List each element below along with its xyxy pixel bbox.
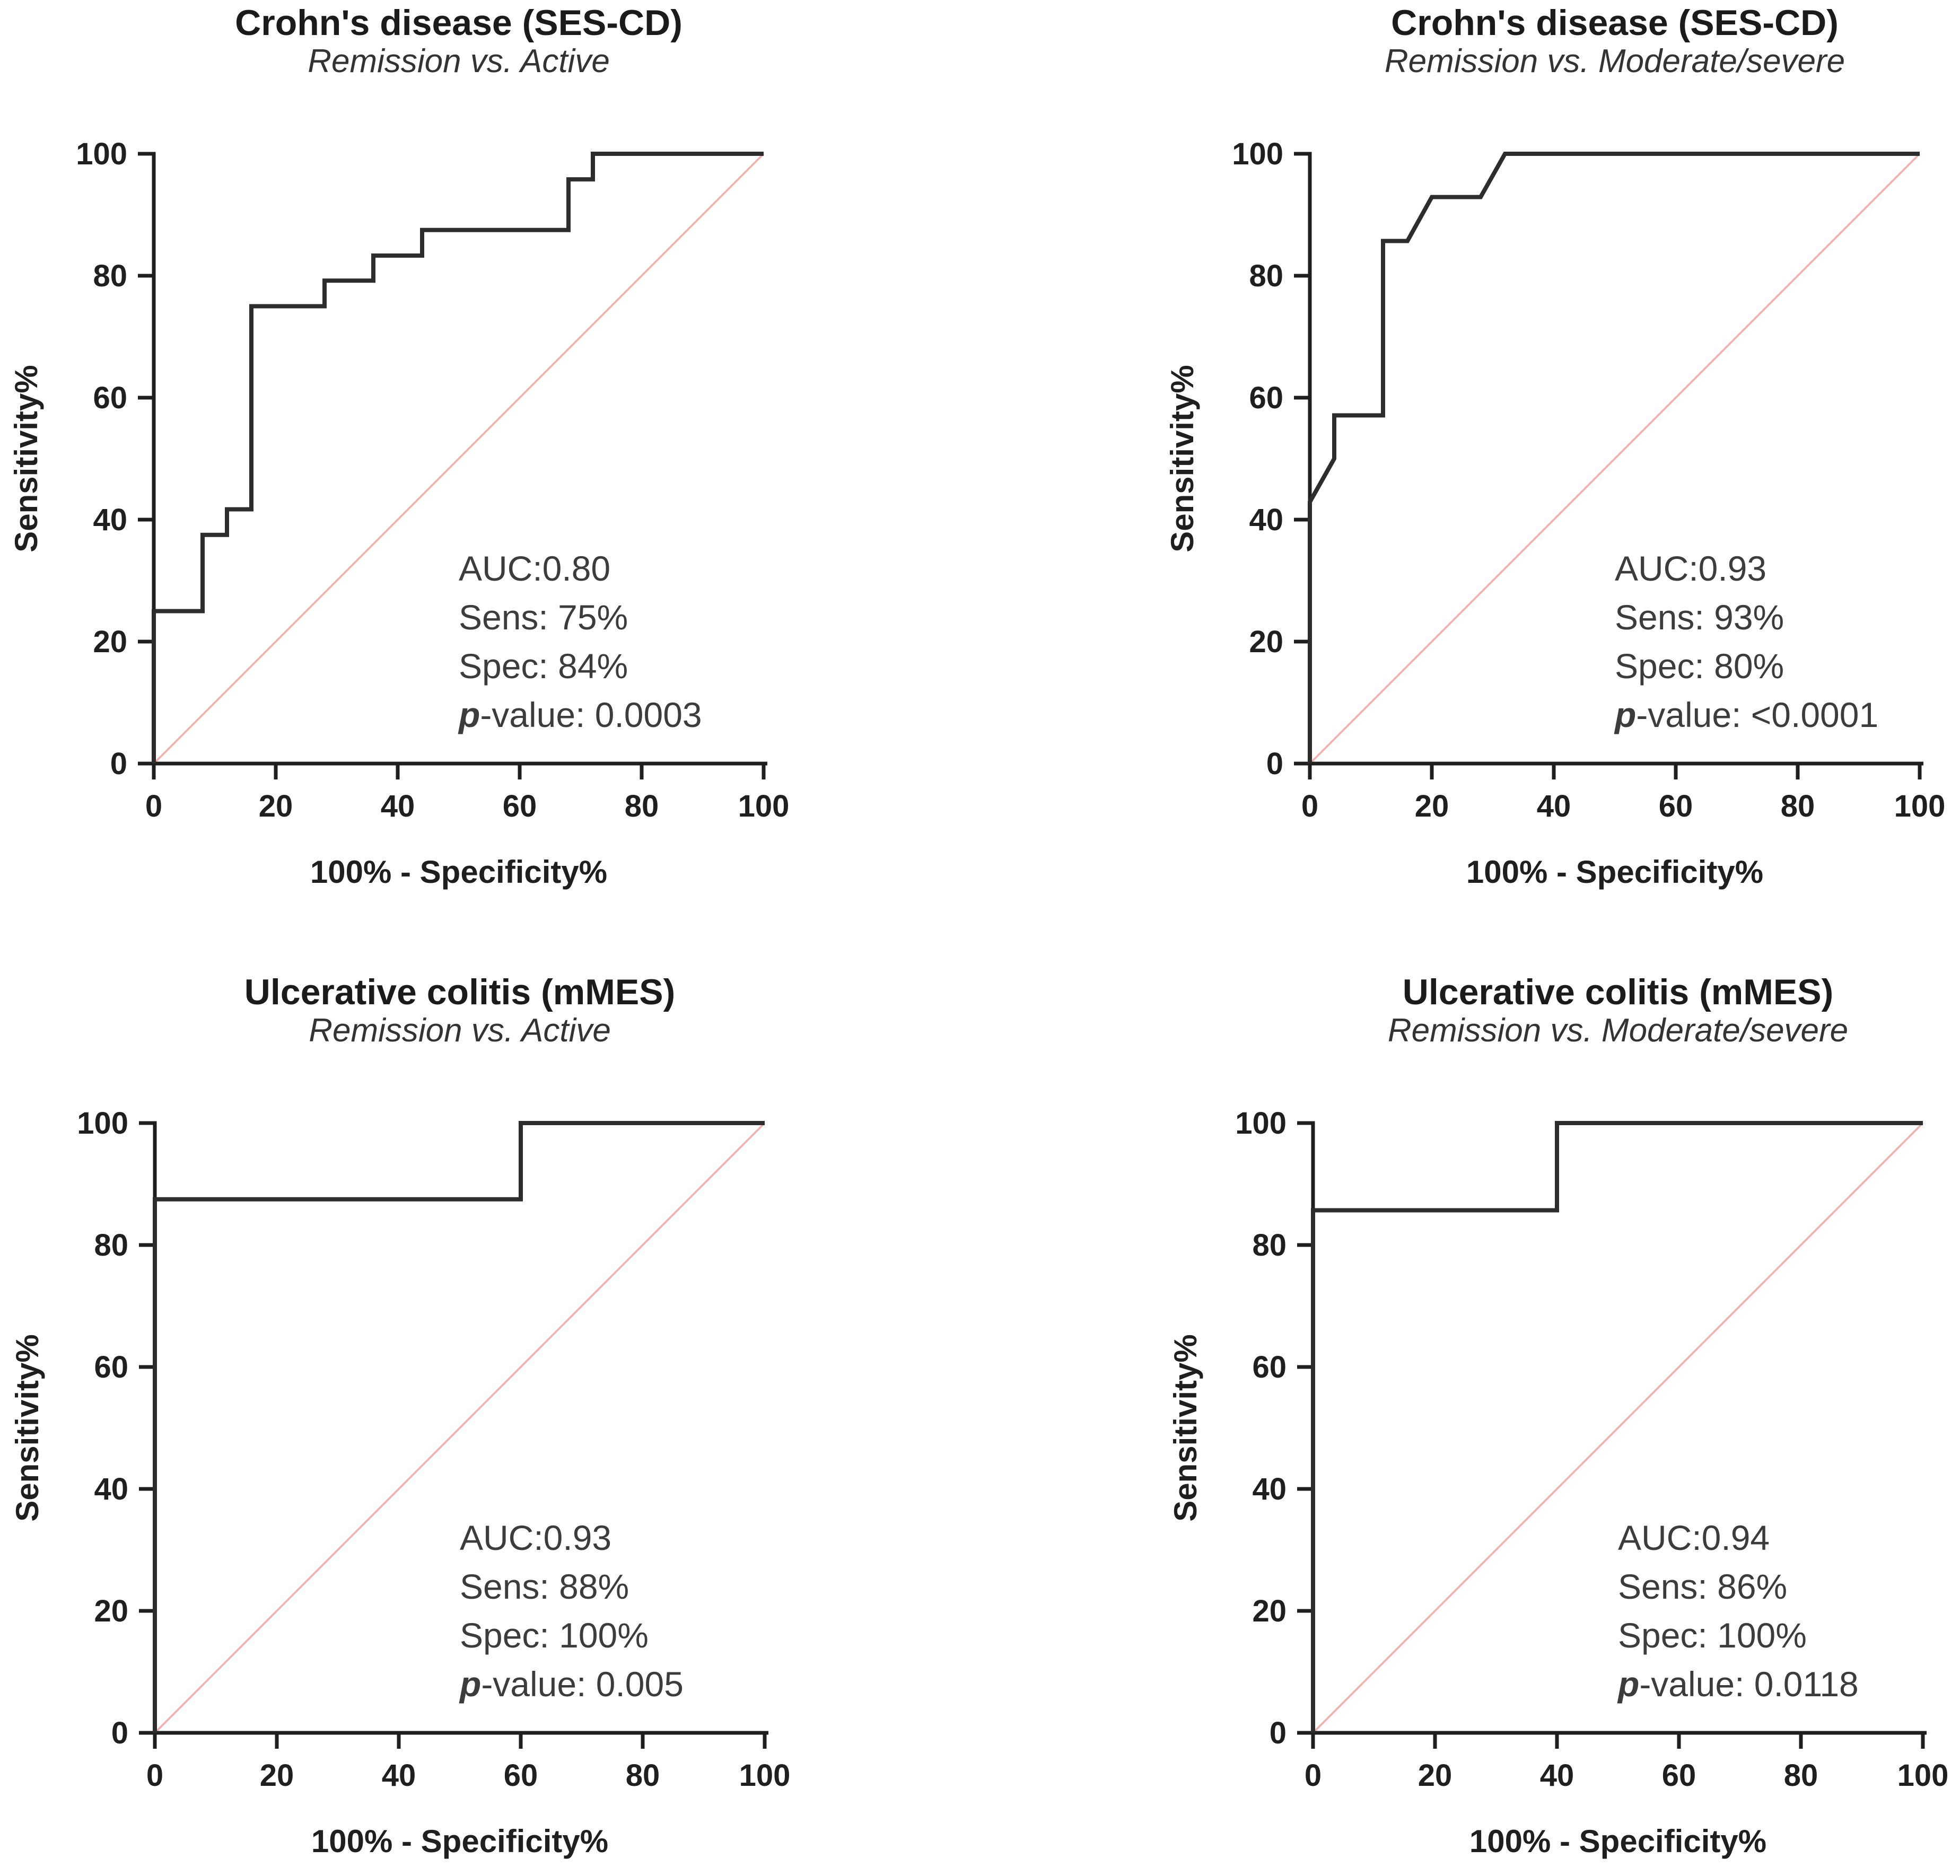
y-tick-label: 20 xyxy=(93,625,127,659)
reference-diagonal-line xyxy=(1312,1122,1924,1734)
y-tick-label: 60 xyxy=(1252,1350,1287,1384)
annotation-sens: Sens: 86% xyxy=(1618,1567,1787,1606)
x-tick-label: 0 xyxy=(1301,789,1318,823)
annotation-sens: Sens: 93% xyxy=(1615,598,1784,637)
x-tick-label: 40 xyxy=(1540,1758,1574,1793)
x-tick-label: 60 xyxy=(1659,789,1693,823)
roc-panel-uc-remission-vs-moderate-severe: Ulcerative colitis (mMES) Remission vs. … xyxy=(1159,972,1960,1876)
roc-plot: 0 20 40 60 80 100 0 20 40 60 80 100 Sensitivity% 100%… xyxy=(10,1106,791,1859)
annotation-spec: Spec: 80% xyxy=(1615,646,1784,686)
y-tick-label: 80 xyxy=(93,259,127,293)
x-tick-label: 80 xyxy=(1784,1758,1818,1793)
x-tick-label: 0 xyxy=(1305,1758,1322,1793)
reference-diagonal-line xyxy=(154,1122,766,1734)
y-tick-label: 60 xyxy=(93,381,127,415)
y-tick-label: 40 xyxy=(1249,503,1283,537)
y-tick-label: 0 xyxy=(110,747,127,781)
roc-curve xyxy=(1308,152,1920,764)
annotation-spec: Spec: 100% xyxy=(460,1616,649,1655)
x-tick-label: 40 xyxy=(381,789,415,823)
x-tick-label: 20 xyxy=(1418,1758,1452,1793)
annotation-auc: AUC:0.93 xyxy=(460,1518,611,1557)
y-tick-label: 100 xyxy=(1232,137,1283,171)
y-tick-label: 20 xyxy=(94,1594,128,1628)
annotation-auc: AUC:0.93 xyxy=(1615,549,1766,588)
annotation-p-value: p-value: <0.0001 xyxy=(1614,695,1878,734)
annotation-sens: Sens: 75% xyxy=(459,598,628,637)
x-tick-label: 60 xyxy=(504,1758,538,1793)
roc-curve xyxy=(153,1121,765,1733)
y-tick-label: 100 xyxy=(1235,1106,1287,1141)
y-tick-label: 80 xyxy=(94,1228,128,1263)
roc-panel-crohns-remission-vs-active: Crohn's disease (SES-CD) Remission vs. A… xyxy=(0,3,917,907)
y-tick-label: 0 xyxy=(111,1716,128,1750)
y-tick-label: 40 xyxy=(93,503,127,537)
panel-title: Crohn's disease (SES-CD) xyxy=(1391,3,1839,43)
y-tick-label: 100 xyxy=(77,1106,128,1141)
y-axis-label: Sensitivity% xyxy=(1168,1335,1203,1522)
panel-title: Ulcerative colitis (mMES) xyxy=(244,972,676,1012)
y-tick-label: 80 xyxy=(1252,1228,1287,1263)
y-tick-label: 0 xyxy=(1270,1716,1287,1750)
y-tick-label: 0 xyxy=(1266,747,1283,781)
panel-title: Ulcerative colitis (mMES) xyxy=(1402,972,1834,1012)
x-tick-label: 80 xyxy=(625,789,659,823)
x-axis-label: 100% - Specificity% xyxy=(311,1824,608,1859)
annotation-auc: AUC:0.80 xyxy=(459,549,610,588)
annotation-p-value: p-value: 0.0003 xyxy=(458,695,702,734)
annotation-p-value: p-value: 0.0118 xyxy=(1617,1664,1859,1704)
annotation-spec: Spec: 84% xyxy=(459,646,628,686)
roc-curve xyxy=(1311,1121,1923,1733)
x-tick-label: 60 xyxy=(503,789,537,823)
x-axis-label: 100% - Specificity% xyxy=(310,854,607,890)
y-axis-label: Sensitivity% xyxy=(8,365,44,553)
y-tick-label: 20 xyxy=(1249,625,1283,659)
x-tick-label: 100 xyxy=(1897,1758,1949,1793)
panel-title: Crohn's disease (SES-CD) xyxy=(235,3,682,43)
roc-plot: 0 20 40 60 80 100 0 20 40 60 80 100 Sensitivity% 100%… xyxy=(1165,137,1946,890)
roc-plot: 0 20 40 60 80 100 0 20 40 60 80 100 Sensitivity% 100%… xyxy=(1168,1106,1949,1859)
annotation-auc: AUC:0.94 xyxy=(1618,1518,1770,1557)
y-axis-label: Sensitivity% xyxy=(1165,365,1200,553)
reference-diagonal-line xyxy=(153,153,765,765)
y-tick-label: 60 xyxy=(1249,381,1283,415)
y-axis-label: Sensitivity% xyxy=(10,1335,45,1522)
y-tick-label: 60 xyxy=(94,1350,128,1384)
panel-subtitle: Remission vs. Moderate/severe xyxy=(1384,42,1845,80)
roc-panel-crohns-remission-vs-moderate-severe: Crohn's disease (SES-CD) Remission vs. M… xyxy=(1156,3,1960,907)
x-tick-label: 80 xyxy=(1781,789,1815,823)
x-tick-label: 80 xyxy=(626,1758,660,1793)
reference-diagonal-line xyxy=(1309,153,1921,765)
x-tick-label: 20 xyxy=(260,1758,294,1793)
y-tick-label: 40 xyxy=(94,1472,128,1506)
y-tick-label: 40 xyxy=(1252,1472,1287,1506)
annotation-spec: Spec: 100% xyxy=(1618,1616,1807,1655)
x-tick-label: 0 xyxy=(145,789,162,823)
x-tick-label: 100 xyxy=(739,1758,791,1793)
x-tick-label: 100 xyxy=(738,789,790,823)
panel-subtitle: Remission vs. Active xyxy=(309,1012,611,1049)
roc-panel-uc-remission-vs-active: Ulcerative colitis (mMES) Remission vs. … xyxy=(1,972,918,1876)
x-tick-label: 20 xyxy=(259,789,293,823)
x-tick-label: 0 xyxy=(146,1758,163,1793)
x-axis-label: 100% - Specificity% xyxy=(1469,1824,1766,1859)
panel-subtitle: Remission vs. Active xyxy=(308,42,610,80)
x-tick-label: 40 xyxy=(382,1758,416,1793)
x-tick-label: 100 xyxy=(1894,789,1946,823)
x-axis-label: 100% - Specificity% xyxy=(1466,854,1763,890)
roc-curve xyxy=(152,152,764,764)
roc-plot: 0 20 40 60 80 100 0 20 40 60 80 100 Sensitivity% 100%… xyxy=(8,137,790,890)
annotation-p-value: p-value: 0.005 xyxy=(459,1664,684,1704)
y-tick-label: 100 xyxy=(76,137,127,171)
x-tick-label: 40 xyxy=(1537,789,1571,823)
y-tick-label: 80 xyxy=(1249,259,1283,293)
y-tick-label: 20 xyxy=(1252,1594,1287,1628)
panel-subtitle: Remission vs. Moderate/severe xyxy=(1387,1012,1849,1049)
x-tick-label: 60 xyxy=(1662,1758,1696,1793)
x-tick-label: 20 xyxy=(1415,789,1449,823)
annotation-sens: Sens: 88% xyxy=(460,1567,629,1606)
